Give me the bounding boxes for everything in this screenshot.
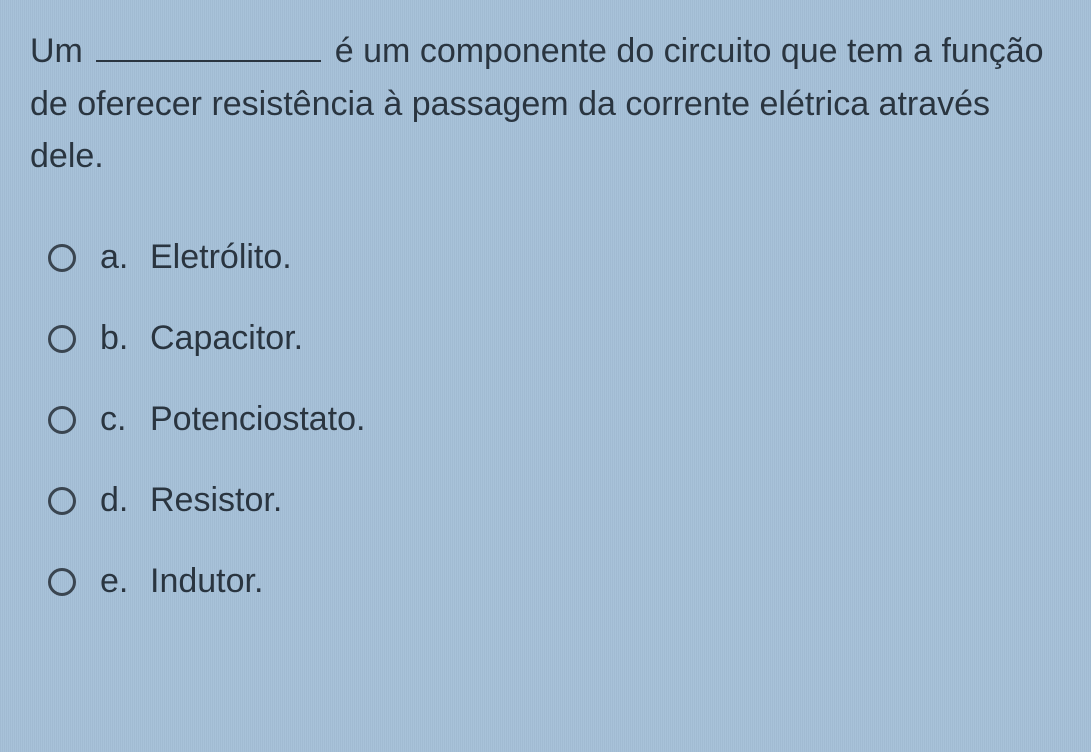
radio-icon[interactable] (48, 244, 76, 272)
option-label: Potenciostato. (150, 400, 1061, 439)
option-label: Resistor. (150, 481, 1061, 520)
option-letter: b. (100, 319, 150, 358)
question-prefix: Um (30, 32, 83, 70)
radio-icon[interactable] (48, 487, 76, 515)
option-a[interactable]: a. Eletrólito. (48, 238, 1061, 277)
radio-icon[interactable] (48, 406, 76, 434)
option-label: Capacitor. (150, 319, 1061, 358)
question-suffix: é um componente do circuito que tem a fu… (30, 32, 1044, 175)
radio-icon[interactable] (48, 325, 76, 353)
fill-blank[interactable] (96, 60, 321, 62)
option-d[interactable]: d. Resistor. (48, 481, 1061, 520)
option-letter: d. (100, 481, 150, 520)
option-c[interactable]: c. Potenciostato. (48, 400, 1061, 439)
option-letter: a. (100, 238, 150, 277)
options-list: a. Eletrólito. b. Capacitor. c. Potencio… (30, 238, 1061, 601)
option-letter: c. (100, 400, 150, 439)
radio-icon[interactable] (48, 568, 76, 596)
option-letter: e. (100, 562, 150, 601)
option-label: Eletrólito. (150, 238, 1061, 277)
option-b[interactable]: b. Capacitor. (48, 319, 1061, 358)
option-e[interactable]: e. Indutor. (48, 562, 1061, 601)
option-label: Indutor. (150, 562, 1061, 601)
question-text: Um é um componente do circuito que tem a… (30, 25, 1061, 183)
